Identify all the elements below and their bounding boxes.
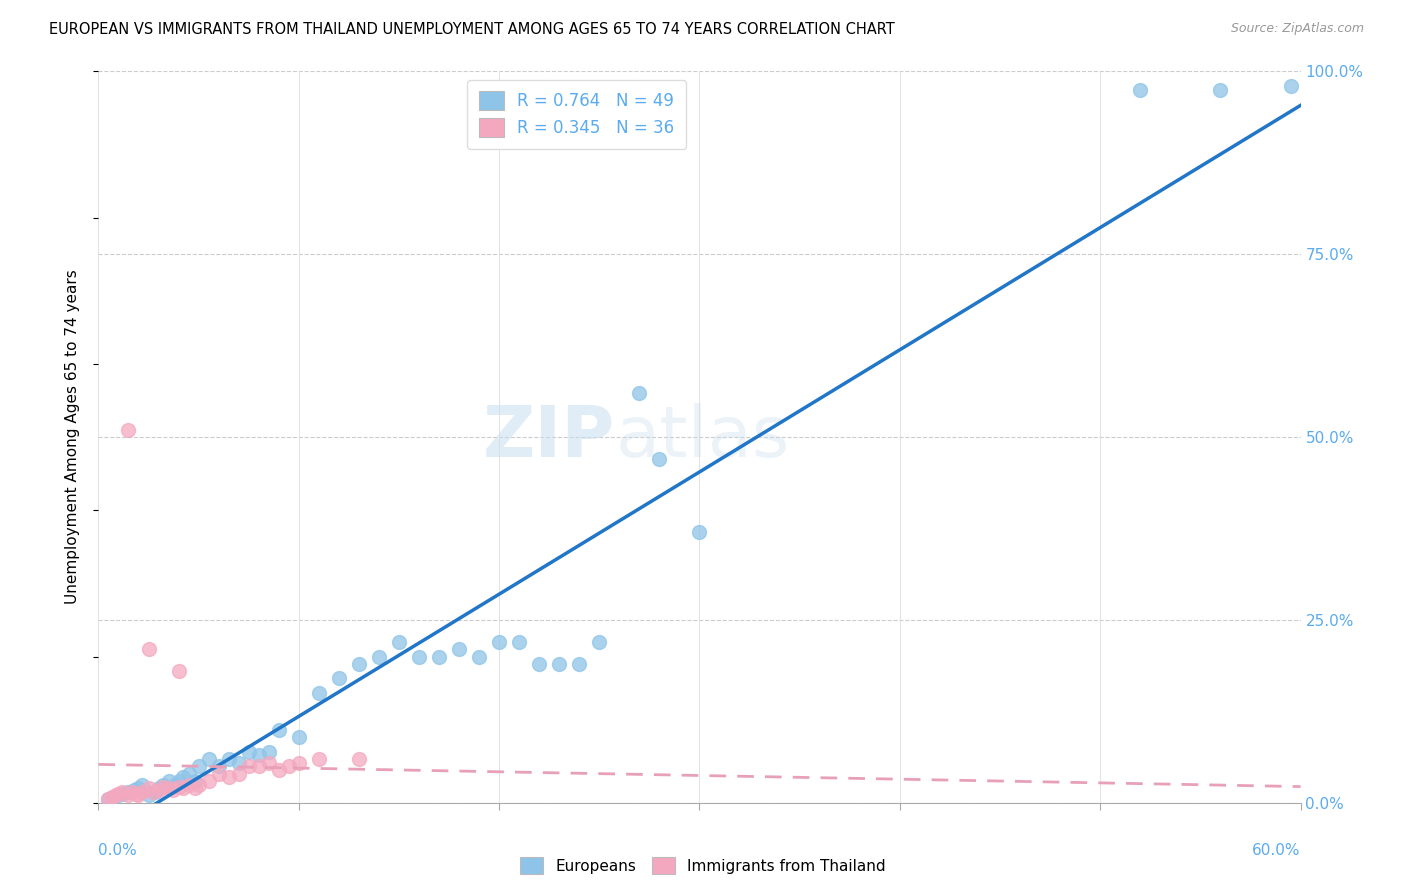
Point [1129,83,1152,97]
Point [124,782,146,797]
Text: atlas: atlas [616,402,790,472]
Point [247,748,270,763]
Point [427,649,450,664]
Point [488,635,510,649]
Point [288,730,311,744]
Point [172,770,194,784]
Point [308,686,330,700]
Point [689,525,711,540]
Text: EUROPEAN VS IMMIGRANTS FROM THAILAND UNEMPLOYMENT AMONG AGES 65 TO 74 YEARS CORR: EUROPEAN VS IMMIGRANTS FROM THAILAND UNE… [49,22,896,37]
Point [328,672,350,686]
Point [121,785,143,799]
Point [138,642,160,657]
Point [1279,78,1302,93]
Point [208,759,231,773]
Point [167,664,190,678]
Point [288,756,311,770]
Point [529,657,551,671]
Point [218,770,240,784]
Point [117,785,139,799]
Point [131,785,153,799]
Point [208,766,231,780]
Point [143,785,166,799]
Point [1209,83,1232,97]
Point [111,787,134,801]
Point [183,773,205,788]
Point [247,759,270,773]
Point [107,789,129,803]
Point [105,789,128,803]
Point [508,635,530,649]
Point [257,756,280,770]
Point [177,766,200,780]
Point [128,789,150,803]
Point [588,635,610,649]
Point [197,773,219,788]
Point [267,763,290,777]
Point [103,789,125,804]
Point [447,642,470,657]
Point [138,781,160,796]
Point [167,780,190,794]
Point [228,766,250,780]
Point [187,777,209,792]
Point [148,782,170,797]
Point [187,759,209,773]
Point [388,635,411,649]
Point [162,782,184,797]
Point [277,759,299,773]
Text: ZIP: ZIP [484,402,616,472]
Y-axis label: Unemployment Among Ages 65 to 74 years: Unemployment Among Ages 65 to 74 years [65,269,80,605]
Text: Source: ZipAtlas.com: Source: ZipAtlas.com [1230,22,1364,36]
Point [111,785,134,799]
Text: 0.0%: 0.0% [98,843,138,858]
Point [107,787,129,801]
Legend: R = 0.764   N = 49, R = 0.345   N = 36: R = 0.764 N = 49, R = 0.345 N = 36 [467,79,686,149]
Point [628,386,651,401]
Point [131,777,153,792]
Point [347,657,370,671]
Point [157,781,180,796]
Point [648,452,671,467]
Point [97,792,120,806]
Point [238,759,260,773]
Point [228,756,250,770]
Point [548,657,571,671]
Text: 60.0%: 60.0% [1253,843,1301,858]
Point [125,787,148,801]
Point [257,745,280,759]
Point [117,789,139,803]
Point [468,649,491,664]
Point [97,792,120,806]
Point [177,777,200,792]
Point [267,723,290,737]
Point [152,777,174,792]
Point [183,781,205,796]
Point [238,745,260,759]
Point [141,785,163,799]
Point [138,789,160,803]
Point [368,649,391,664]
Point [568,657,591,671]
Point [172,781,194,796]
Point [128,781,150,796]
Legend: Europeans, Immigrants from Thailand: Europeans, Immigrants from Thailand [515,851,891,880]
Point [148,781,170,796]
Point [163,777,186,792]
Point [157,773,180,788]
Point [347,752,370,766]
Point [117,423,139,437]
Point [197,752,219,766]
Point [152,780,174,794]
Point [167,773,190,788]
Point [218,752,240,766]
Point [408,649,430,664]
Point [308,752,330,766]
Point [101,789,124,804]
